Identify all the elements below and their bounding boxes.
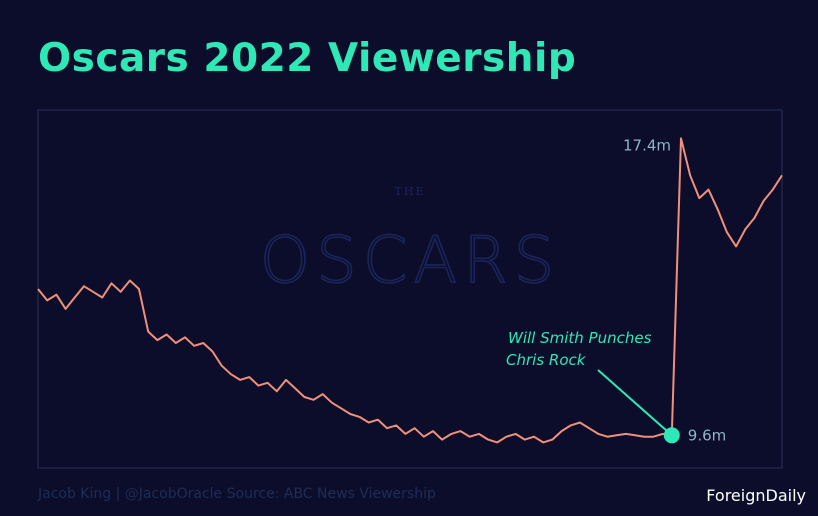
chart-title: Oscars 2022 Viewership	[38, 36, 577, 81]
series-group	[37, 137, 783, 444]
peak-value-label: 17.4m	[623, 136, 671, 154]
brand-logo-text: ForeignDaily	[706, 486, 806, 505]
annotation-leader-line	[597, 369, 673, 437]
annotation-text-line: Chris Rock	[506, 351, 587, 369]
annotation-group: Will Smith Punches Chris Rock 17.4m 9.6m	[506, 136, 726, 444]
highlight-point	[663, 427, 680, 444]
viewership-line	[37, 137, 783, 444]
footer-credit: Jacob King | @JacobOracle Source: ABC Ne…	[38, 486, 436, 502]
watermark-small-text: THE	[395, 185, 426, 198]
watermark-big-text: OSCARS	[260, 224, 561, 298]
watermark: THE OSCARS	[259, 185, 561, 299]
punch-value-label: 9.6m	[688, 426, 726, 444]
annotation-text-line: Will Smith Punches	[508, 329, 652, 347]
